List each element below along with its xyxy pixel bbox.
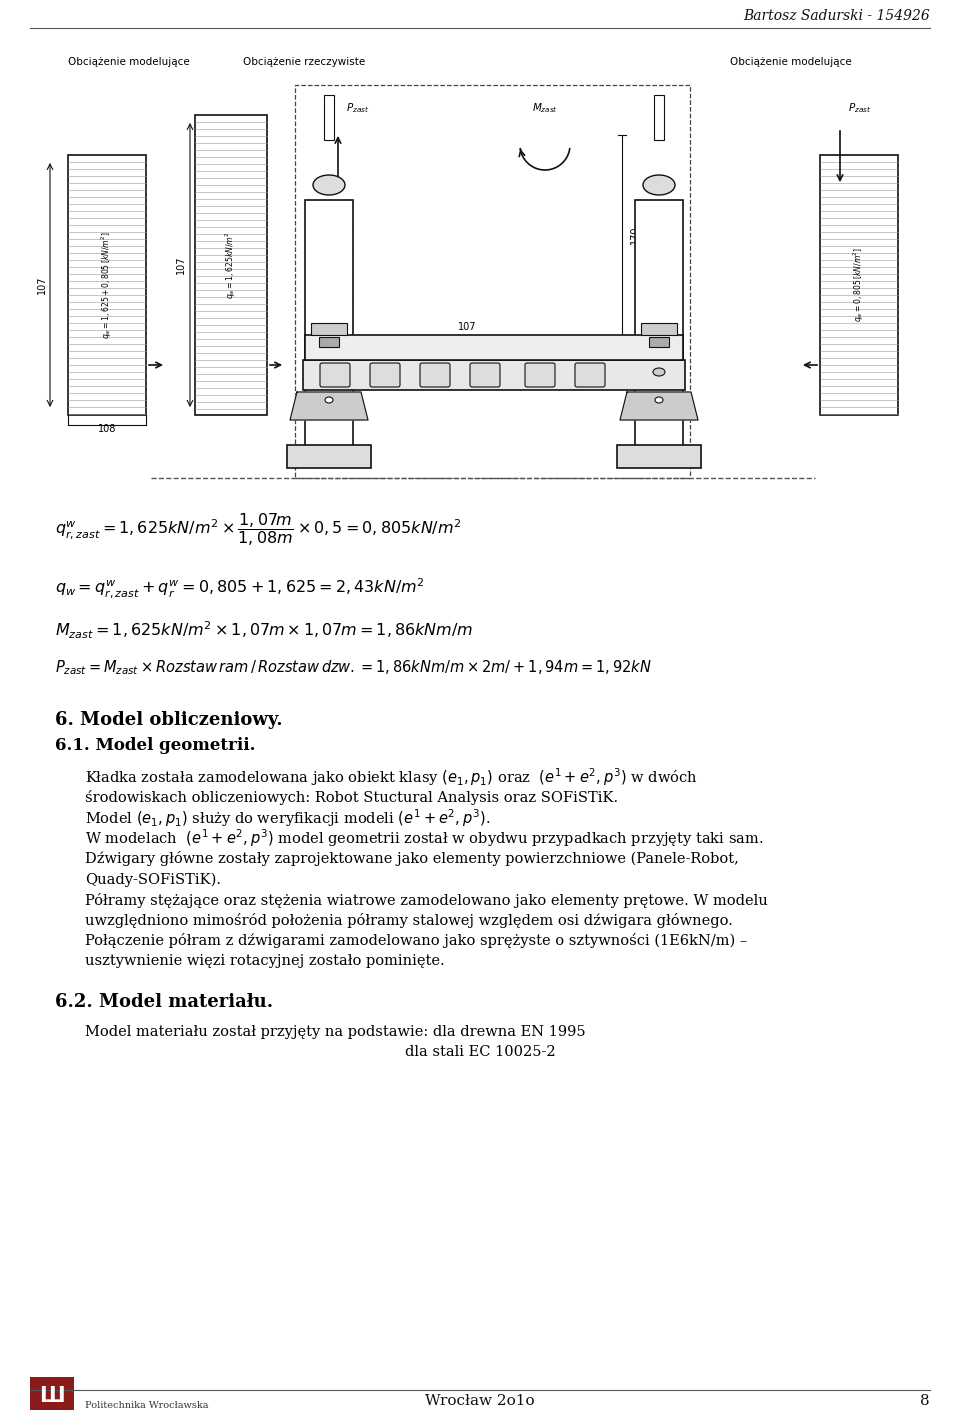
Text: $P_{zast}=M_{zast}\times Rozstaw\,ram\,/\,Rozstaw\,dzw.=1,86kNm/m\times2m/+1,94m: $P_{zast}=M_{zast}\times Rozstaw\,ram\,/… [55, 658, 652, 677]
Ellipse shape [313, 175, 345, 195]
Text: Obciążenie modelujące: Obciążenie modelujące [68, 57, 190, 66]
Text: 170: 170 [630, 226, 640, 244]
Text: Dźwigary główne zostały zaprojektowane jako elementy powierzchniowe (Panele-Robo: Dźwigary główne zostały zaprojektowane j… [85, 852, 739, 866]
Text: Wrocław 2o1o: Wrocław 2o1o [425, 1395, 535, 1407]
Text: $M_{zast}$: $M_{zast}$ [532, 102, 558, 114]
Bar [654, 95, 664, 140]
FancyBboxPatch shape [525, 363, 555, 387]
Text: Kładka została zamodelowana jako obiekt klasy $(e_1, p_1)$ oraz  $(e^1+e^2, p^3): Kładka została zamodelowana jako obiekt … [85, 766, 698, 788]
Bar [324, 95, 334, 140]
Bar [287, 445, 371, 468]
Bar [820, 155, 898, 415]
Text: Obciążenie rzeczywiste: Obciążenie rzeczywiste [243, 57, 365, 66]
Text: Quady-SOFiSTiK).: Quady-SOFiSTiK). [85, 872, 221, 887]
Text: 6.2. Model materiału.: 6.2. Model materiału. [55, 993, 274, 1010]
Text: $q_w=q^w_{r,zast}+q^w_r=0,805+1,625=2,43kN/m^2$: $q_w=q^w_{r,zast}+q^w_r=0,805+1,625=2,43… [55, 577, 425, 601]
Text: Model $(e_1, p_1)$ służy do weryfikacji modeli $(e^1+e^2, p^3)$.: Model $(e_1, p_1)$ służy do weryfikacji … [85, 807, 491, 829]
Text: 6.1. Model geometrii.: 6.1. Model geometrii. [55, 736, 255, 753]
Text: 107: 107 [37, 276, 47, 294]
Text: 107: 107 [458, 322, 476, 332]
Text: $q_w=1,625kN/m^2$: $q_w=1,625kN/m^2$ [224, 232, 238, 298]
Text: Półramy stężające oraz stężenia wiatrowe zamodelowano jako elementy prętowe. W m: Półramy stężające oraz stężenia wiatrowe… [85, 893, 768, 907]
Ellipse shape [653, 367, 665, 376]
Bar [30, 1378, 74, 1410]
Bar [303, 360, 685, 390]
Bar [295, 85, 690, 478]
Text: Ш: Ш [39, 1386, 65, 1406]
Ellipse shape [643, 175, 675, 195]
Text: Politechnika Wrocławska: Politechnika Wrocławska [85, 1402, 208, 1410]
Text: 6. Model obliczeniowy.: 6. Model obliczeniowy. [55, 711, 282, 729]
Ellipse shape [323, 367, 335, 376]
Bar [641, 324, 677, 335]
Text: W modelach  $(e^1+e^2, p^3)$ model geometrii został w obydwu przypadkach przyjęt: W modelach $(e^1+e^2, p^3)$ model geomet… [85, 828, 763, 849]
Text: usztywnienie więzi rotacyjnej zostało pominięte.: usztywnienie więzi rotacyjnej zostało po… [85, 955, 444, 968]
Text: 108: 108 [98, 424, 116, 434]
Text: 8: 8 [921, 1395, 930, 1407]
Bar [305, 335, 683, 360]
FancyBboxPatch shape [575, 363, 605, 387]
Bar [195, 114, 267, 415]
Bar [319, 336, 339, 348]
Text: środowiskach obliczeniowych: Robot Stuctural Analysis oraz SOFiSTiK.: środowiskach obliczeniowych: Robot Stuct… [85, 790, 618, 805]
Text: $P_{zast}$: $P_{zast}$ [848, 102, 872, 114]
FancyBboxPatch shape [470, 363, 500, 387]
Bar [311, 324, 347, 335]
FancyBboxPatch shape [420, 363, 450, 387]
Text: $q_w=0,805\,[kN/m^2]$: $q_w=0,805\,[kN/m^2]$ [852, 247, 866, 322]
Bar [635, 201, 683, 455]
Ellipse shape [655, 397, 663, 403]
Polygon shape [290, 391, 368, 420]
Polygon shape [620, 391, 698, 420]
Text: $M_{zast}=1,625kN/m^2\times1,07m\times1,07m=1,86kNm/m$: $M_{zast}=1,625kN/m^2\times1,07m\times1,… [55, 619, 473, 640]
Text: Model materiału został przyjęty na podstawie: dla drewna EN 1995: Model materiału został przyjęty na podst… [85, 1024, 586, 1039]
Text: 107: 107 [176, 256, 186, 274]
Text: dla stali EC 10025-2: dla stali EC 10025-2 [405, 1046, 555, 1060]
Bar [305, 201, 353, 455]
Text: $P_{zast}$: $P_{zast}$ [346, 102, 370, 114]
Text: Bartosz Sadurski - 154926: Bartosz Sadurski - 154926 [743, 8, 930, 23]
Text: $q_w=1,625+0,805\,[kN/m^2]$: $q_w=1,625+0,805\,[kN/m^2]$ [100, 232, 114, 339]
Text: $q^w_{r,zast}=1,625kN/m^2\times\dfrac{1,07m}{1,08m}\times0,5=0,805kN/m^2$: $q^w_{r,zast}=1,625kN/m^2\times\dfrac{1,… [55, 512, 462, 548]
Bar [649, 336, 669, 348]
Bar [68, 155, 146, 415]
Ellipse shape [325, 397, 333, 403]
FancyBboxPatch shape [320, 363, 350, 387]
FancyBboxPatch shape [370, 363, 400, 387]
Text: uwzględniono mimośród położenia półramy stalowej względem osi dźwigara głównego.: uwzględniono mimośród położenia półramy … [85, 913, 732, 928]
Bar [617, 445, 701, 468]
Text: Obciążenie modelujące: Obciążenie modelujące [730, 57, 852, 66]
Text: Połączenie półram z dźwigarami zamodelowano jako sprężyste o sztywności (1E6kN/m: Połączenie półram z dźwigarami zamodelow… [85, 934, 747, 948]
